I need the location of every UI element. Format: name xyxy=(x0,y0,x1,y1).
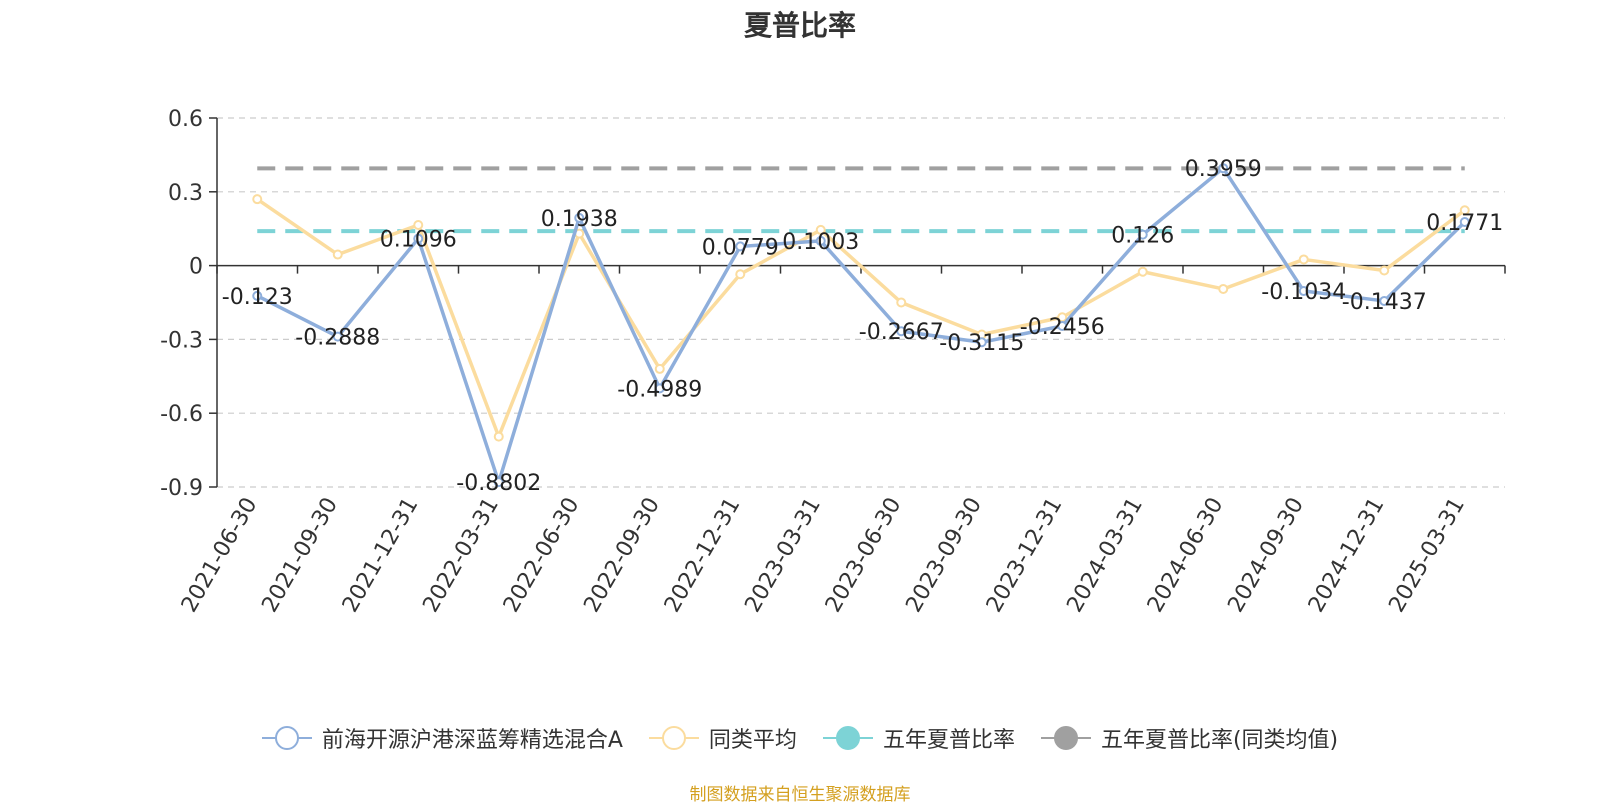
data-point xyxy=(332,249,343,260)
x-tick-label: 2024-06-30 xyxy=(1143,494,1229,617)
x-tick-label: 2021-12-31 xyxy=(338,494,424,617)
data-point xyxy=(735,241,746,252)
data-point xyxy=(654,363,665,374)
data-point xyxy=(493,431,504,442)
x-tick-label: 2024-09-30 xyxy=(1223,494,1309,617)
data-point xyxy=(1298,286,1309,297)
data-point xyxy=(574,212,585,223)
x-tick-label: 2022-03-31 xyxy=(418,494,504,617)
data-label: -0.1034 xyxy=(1261,280,1346,305)
legend-item[interactable]: 五年夏普比率(同类均值) xyxy=(1040,722,1339,754)
legend-label: 五年夏普比率(同类均值) xyxy=(1100,728,1339,753)
data-point xyxy=(1459,205,1470,216)
series-line xyxy=(256,166,1466,484)
legend-item[interactable]: 前海开源沪港深蓝筹精选混合A xyxy=(261,722,623,754)
data-point xyxy=(252,290,263,301)
legend-marker-icon xyxy=(261,725,312,751)
legend-marker-icon xyxy=(822,725,873,751)
data-label: 0.1003 xyxy=(782,230,859,255)
data-point xyxy=(896,326,907,337)
x-tick-label: 2022-12-31 xyxy=(660,494,746,617)
legend-marker-icon xyxy=(1040,725,1091,751)
legend: 前海开源沪港深蓝筹精选混合A 同类平均 五年夏普比率 五年夏普比率(同类均值) xyxy=(0,718,1600,758)
data-point xyxy=(413,220,424,231)
data-point xyxy=(332,331,343,342)
data-label: -0.1437 xyxy=(1342,290,1427,315)
data-point xyxy=(654,383,665,394)
data-point xyxy=(413,233,424,244)
x-tick-label: 2021-09-30 xyxy=(257,494,343,617)
data-point xyxy=(815,235,826,246)
y-tick-label: 0.6 xyxy=(168,107,203,132)
data-label: -0.2888 xyxy=(295,326,380,351)
legend-label: 前海开源沪港深蓝筹精选混合A xyxy=(321,728,623,753)
legend-label: 同类平均 xyxy=(708,728,797,753)
x-tick-label: 2023-06-30 xyxy=(821,494,907,617)
x-tick-label: 2024-12-31 xyxy=(1304,494,1390,617)
data-point xyxy=(1379,265,1390,276)
data-point xyxy=(1218,283,1229,294)
x-tick-label: 2023-09-30 xyxy=(901,494,987,617)
data-label: 0.1096 xyxy=(380,228,457,253)
data-point xyxy=(735,269,746,280)
x-tick-label: 2021-06-30 xyxy=(177,494,263,617)
legend-marker-icon xyxy=(648,725,699,751)
data-label: -0.123 xyxy=(222,285,293,310)
data-label: -0.2456 xyxy=(1020,315,1105,340)
data-point xyxy=(1298,254,1309,265)
data-point xyxy=(896,297,907,308)
data-label: 0.3959 xyxy=(1185,157,1262,182)
data-point xyxy=(1218,163,1229,174)
data-label: 0.0779 xyxy=(702,235,779,260)
data-label: -0.2667 xyxy=(859,320,944,345)
y-tick-label: -0.6 xyxy=(160,402,203,427)
data-point xyxy=(815,224,826,235)
data-point xyxy=(1137,266,1148,277)
data-point xyxy=(976,337,987,348)
x-tick-label: 2025-03-31 xyxy=(1384,494,1470,617)
data-point xyxy=(1137,229,1148,240)
data-label: 0.126 xyxy=(1111,224,1174,249)
x-tick-label: 2022-09-30 xyxy=(579,494,665,617)
x-tick-label: 2022-06-30 xyxy=(499,494,585,617)
data-label: -0.8802 xyxy=(456,471,541,496)
x-tick-label: 2023-12-31 xyxy=(982,494,1068,617)
data-point xyxy=(252,194,263,205)
source-note: 制图数据来自恒生聚源数据库 xyxy=(689,785,911,805)
data-point xyxy=(493,477,504,488)
data-point xyxy=(1057,321,1068,332)
chart-title: 夏普比率 xyxy=(743,9,856,42)
data-label: 0.1938 xyxy=(541,207,618,232)
data-point xyxy=(1459,217,1470,228)
y-tick-label: 0.3 xyxy=(168,181,203,206)
data-label: 0.1771 xyxy=(1426,211,1503,236)
data-point xyxy=(1379,295,1390,306)
legend-item[interactable]: 五年夏普比率 xyxy=(822,722,1015,754)
legend-item[interactable]: 同类平均 xyxy=(648,722,797,754)
data-label: -0.4989 xyxy=(617,377,702,402)
y-tick-label: 0 xyxy=(189,255,203,280)
data-label: -0.3115 xyxy=(939,331,1024,356)
legend-label: 五年夏普比率 xyxy=(882,728,1015,753)
x-tick-label: 2023-03-31 xyxy=(740,494,826,617)
x-tick-label: 2024-03-31 xyxy=(1062,494,1148,617)
series-line xyxy=(256,197,1466,439)
y-tick-label: -0.9 xyxy=(160,476,203,501)
y-tick-label: -0.3 xyxy=(160,328,203,353)
